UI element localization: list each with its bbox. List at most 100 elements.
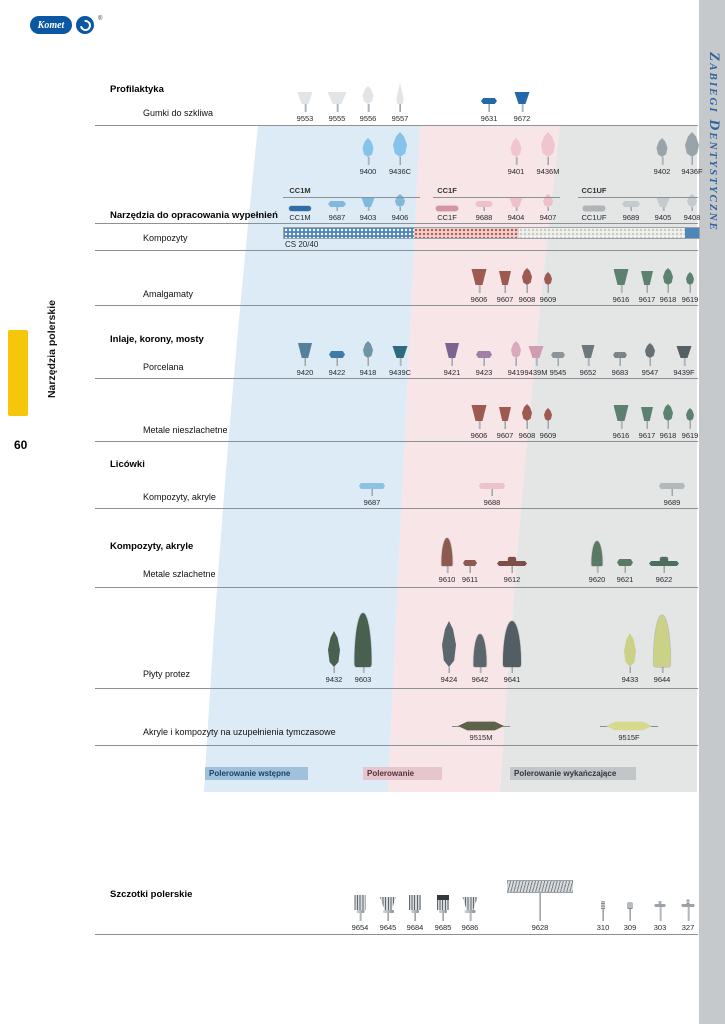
shank-icon — [659, 907, 661, 921]
tool-9401 — [510, 138, 522, 165]
shank-icon — [511, 667, 513, 673]
tool-9654 — [354, 895, 366, 921]
tool-9557 — [395, 83, 405, 112]
shank-icon — [515, 207, 517, 211]
shank-icon — [557, 358, 559, 366]
product-number: 9642 — [471, 675, 489, 684]
strip-icon — [289, 206, 311, 211]
shank-icon — [478, 421, 480, 429]
row-divider — [95, 378, 698, 379]
product-number: 9607 — [496, 431, 514, 440]
tool-9645 — [380, 897, 396, 921]
flame-icon — [685, 132, 699, 157]
flame-icon — [363, 341, 373, 358]
product-number: 9402 — [653, 167, 671, 176]
product-number: CC1F — [437, 213, 457, 222]
product-number: 9686 — [461, 923, 479, 932]
tool-9619 — [686, 408, 694, 429]
wheel-icon — [551, 352, 565, 358]
cup-icon — [656, 198, 670, 207]
cup-icon — [471, 269, 487, 285]
tool-9641 — [503, 621, 521, 673]
shank-icon — [504, 421, 506, 429]
tool-9689 — [622, 201, 640, 211]
cup-icon — [613, 269, 629, 285]
right-edge-band — [699, 0, 725, 1024]
flame-icon — [624, 633, 636, 667]
shank-icon — [469, 913, 471, 921]
shank-icon — [336, 358, 338, 366]
shank-icon — [629, 667, 631, 673]
tool-9547 — [645, 343, 655, 366]
product-number: 9408 — [683, 213, 701, 222]
disc-icon — [649, 561, 679, 566]
tool-9631 — [481, 98, 497, 112]
phase-bar: Polerowanie — [363, 767, 442, 780]
tool-9609 — [544, 408, 552, 429]
tool-9620 — [591, 541, 603, 573]
product-number: 9439C — [388, 368, 412, 377]
product-number: 9619 — [681, 295, 699, 304]
flame-icon — [522, 404, 532, 421]
shank-icon — [387, 913, 389, 921]
tool-9684 — [409, 895, 421, 921]
shank-icon — [620, 421, 622, 429]
shank-icon — [547, 421, 549, 429]
tool-9611 — [463, 560, 477, 573]
mandrel-screw-icon — [686, 899, 690, 904]
shank-icon — [515, 157, 517, 165]
komet-logo-pill: Komet — [30, 16, 72, 34]
flame-icon — [544, 408, 552, 421]
shank-icon — [689, 421, 691, 429]
wheel-icon — [613, 352, 627, 358]
product-number: 9556 — [359, 114, 377, 123]
shank-icon — [649, 358, 651, 366]
product-number: 9555 — [328, 114, 346, 123]
shank-icon — [683, 358, 685, 366]
tool-9606 — [471, 405, 487, 429]
strip-icon — [583, 206, 605, 211]
cup-icon — [327, 92, 347, 104]
hub-icon — [660, 557, 668, 561]
tool-9515M — [452, 721, 510, 731]
registered-mark: ® — [98, 16, 103, 22]
tool-9405 — [656, 198, 670, 211]
shank-icon — [367, 157, 369, 165]
product-number: 9422 — [328, 368, 346, 377]
tool-9436C — [393, 132, 407, 165]
shank-icon — [671, 489, 673, 496]
wheel-icon — [476, 351, 492, 358]
shank-icon — [596, 566, 598, 573]
wheel-icon — [622, 201, 640, 207]
row-divider — [95, 688, 698, 689]
tool-9616 — [613, 405, 629, 429]
ferrule-icon — [464, 910, 476, 913]
product-number: 9631 — [480, 114, 498, 123]
tool-9403 — [361, 198, 375, 211]
product-number: 9436F — [681, 167, 703, 176]
flame-icon — [656, 138, 668, 157]
tool-9628 — [507, 880, 573, 921]
shank-icon — [535, 358, 537, 366]
cup-icon — [514, 92, 530, 104]
wheel-icon — [481, 98, 497, 104]
tool-9617 — [641, 271, 653, 293]
cup-icon — [499, 271, 511, 285]
product-number: 9619 — [681, 431, 699, 440]
product-number: 9405 — [654, 213, 672, 222]
row-label: Akryle i kompozyty na uzupełnienia tymcz… — [143, 727, 336, 737]
product-number: CC1M — [289, 213, 311, 222]
ferrule-icon — [382, 910, 394, 913]
section-heading: Profilaktyka — [110, 84, 164, 95]
shank-icon — [359, 913, 361, 921]
product-number: 9557 — [391, 114, 409, 123]
section-heading: Kompozyty, akryle — [110, 541, 194, 552]
tool-9685 — [437, 895, 449, 921]
product-number: 9606 — [470, 295, 488, 304]
shank-icon — [629, 909, 631, 921]
flame-icon — [395, 194, 405, 207]
product-number: 9616 — [612, 431, 630, 440]
product-number: 9433 — [621, 675, 639, 684]
tool-9404 — [509, 198, 523, 211]
tool-9400 — [362, 138, 374, 165]
